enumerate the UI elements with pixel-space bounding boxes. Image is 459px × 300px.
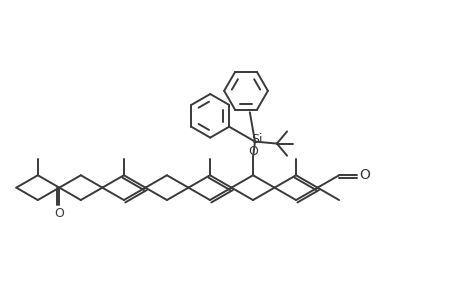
Text: Si: Si [251,133,262,146]
Text: O: O [359,168,369,182]
Text: O: O [54,207,64,220]
Text: O: O [247,145,257,158]
